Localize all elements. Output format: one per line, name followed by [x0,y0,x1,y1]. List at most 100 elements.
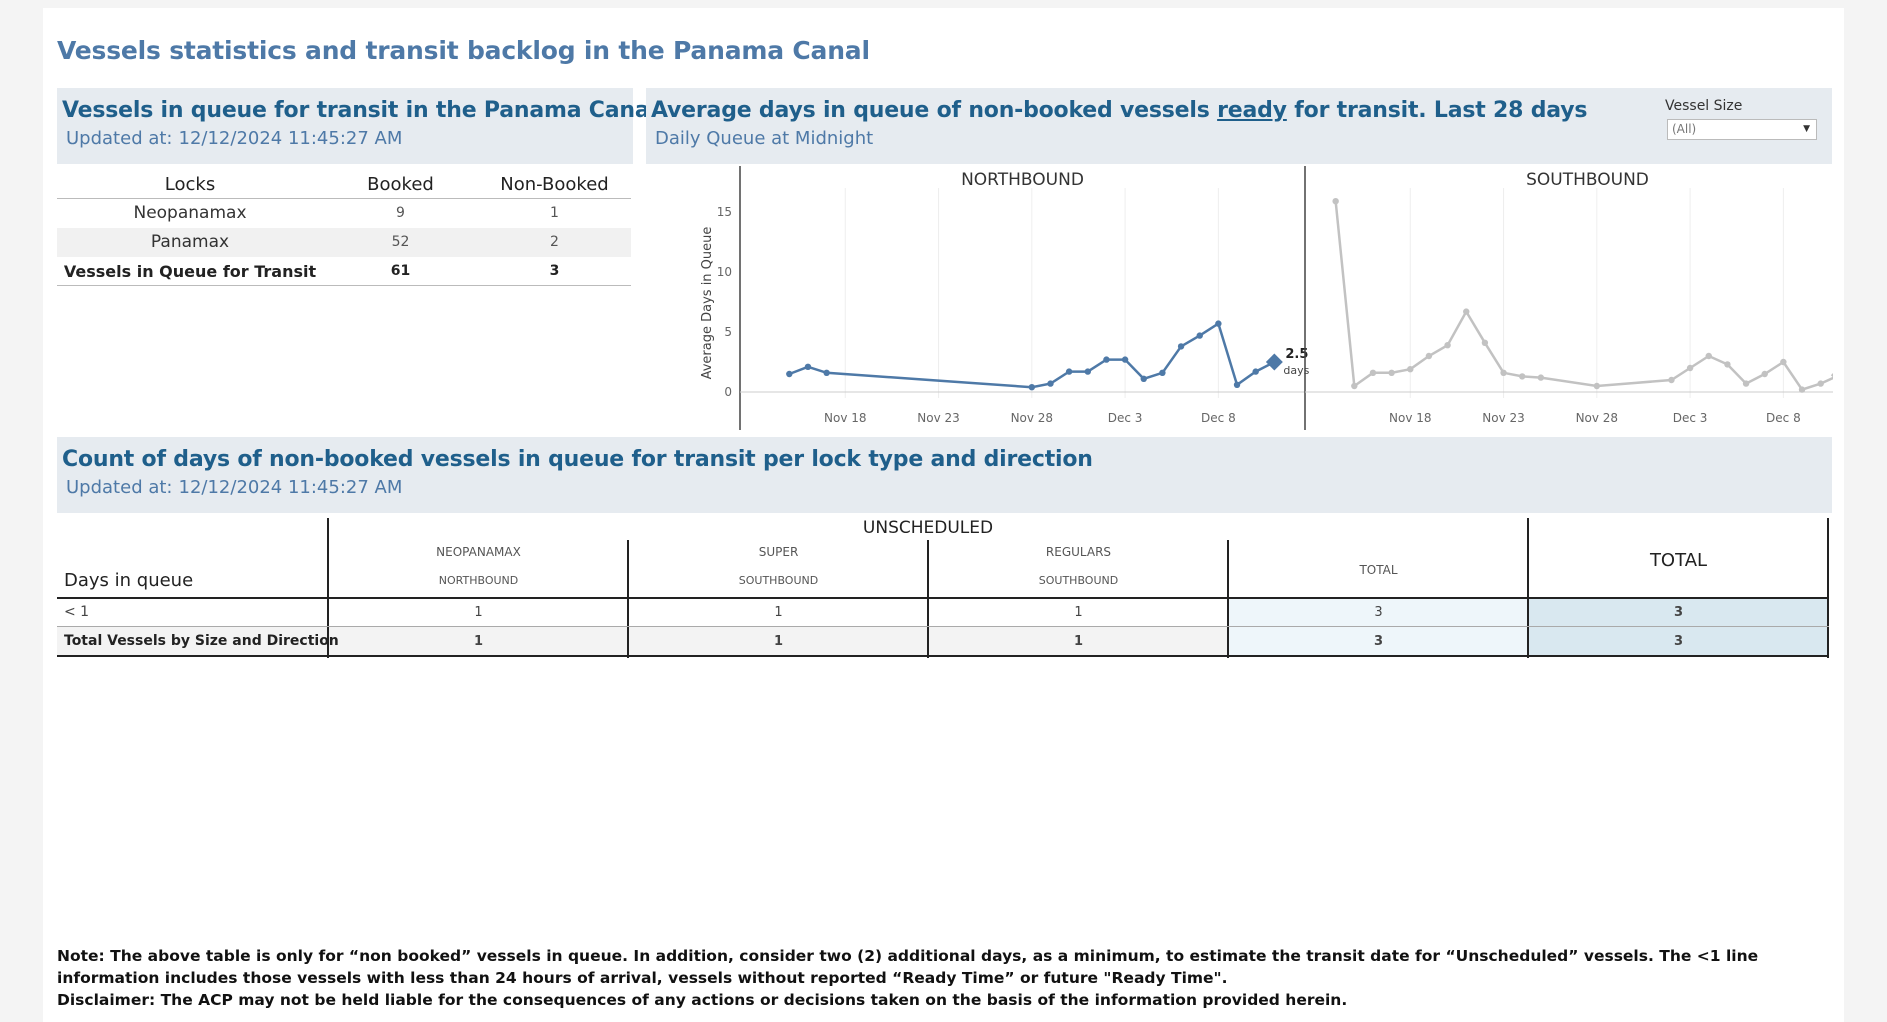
y-tick-label: 15 [717,205,732,219]
cell-value: 1 [473,634,484,649]
row-label: Total Vessels by Size and Direction [64,633,339,649]
updated-value: 12/12/2024 11:45:27 AM [178,128,403,149]
divider [927,540,929,658]
data-point [1407,366,1414,373]
data-point [1196,332,1203,339]
col-size-neopanamax: NEOPANAMAX [436,545,521,559]
y-axis-label: Average Days in Queue [700,227,715,380]
group-header-unscheduled: UNSCHEDULED [862,518,994,538]
col-subtotal: TOTAL [1359,563,1398,577]
col-size-super: SUPER [758,545,799,559]
data-point [1537,374,1545,381]
x-tick-label: Nov 18 [1389,411,1432,425]
data-label-unit: days [1283,364,1309,377]
x-tick-label: Nov 28 [1011,411,1054,425]
data-point [1519,373,1526,380]
pane-title: NORTHBOUND [961,170,1084,190]
col-grand-total: TOTAL [1649,550,1708,571]
title-underlined: ready [1217,98,1287,123]
data-point [1742,380,1750,387]
data-point [1798,386,1806,393]
data-point [1140,375,1147,382]
non-booked-count: 1 [550,205,559,221]
data-point [1215,320,1222,327]
total-row: Vessels in Queue for Transit 61 3 [57,257,631,286]
x-tick-label: Dec 3 [1673,411,1708,425]
total-label: Vessels in Queue for Transit [63,262,317,281]
x-tick-label: Dec 8 [1201,411,1236,425]
x-tick-label: Nov 28 [1576,411,1619,425]
divider [57,655,1829,657]
data-point [1351,382,1358,390]
data-point [1500,369,1507,376]
row-bg [57,627,1228,656]
cell-subtotal: 3 [1374,605,1383,620]
avg-panel-header: Average days in queue of non-booked vess… [646,88,1832,164]
booked-count: 52 [391,234,410,250]
cell-value: 1 [773,634,784,649]
data-point [823,369,830,376]
data-point [1463,308,1470,315]
cell-value: 1 [474,605,483,620]
data-point [1686,364,1694,372]
avg-panel-subtitle: Daily Queue at Midnight [655,128,874,149]
col-direction: SOUTHBOUND [1038,574,1119,587]
data-point [1593,382,1601,390]
data-point [1817,380,1824,387]
page-title: Vessels statistics and transit backlog i… [57,36,870,65]
data-point [1388,369,1395,376]
y-tick-label: 10 [717,265,732,279]
data-point [1425,352,1433,360]
data-point [1265,353,1283,371]
footnote: Note: The above table is only for “non b… [57,945,1832,1011]
x-tick-label: Nov 23 [1482,411,1525,425]
count-panel-title: Count of days of non-booked vessels in q… [62,447,1093,472]
x-tick-label: Dec 8 [1766,411,1801,425]
cell-value: 1 [774,605,783,620]
title-part: Average days in queue of non-booked vess… [651,98,1218,123]
divider [57,626,1829,627]
updated-label: Updated at: [66,477,173,498]
updated-value: 12/12/2024 11:45:27 AM [178,477,403,498]
row-label: < 1 [64,604,90,620]
disclaimer-text: Disclaimer: The ACP may not be held liab… [57,991,1348,1009]
chevron-down-icon: ▼ [1803,124,1810,134]
data-point [1369,369,1377,376]
data-point [1084,368,1091,375]
data-point [1159,369,1166,376]
queue-panel-header: Vessels in queue for transit in the Pana… [57,88,657,164]
table-row: Neopanamax 9 1 [57,199,631,228]
data-point [1705,352,1712,360]
pane-title: SOUTHBOUND [1526,170,1649,190]
data-point [1780,358,1787,366]
col-size-regulars: REGULARS [1045,545,1112,559]
data-point [1668,376,1675,384]
vessel-size-value: (All) [1672,122,1697,136]
cell-value: 1 [1073,634,1084,649]
vessel-size-label: Vessel Size [1665,98,1743,114]
updated-label: Updated at: [66,128,173,149]
x-tick-label: Nov 18 [824,411,867,425]
col-header-locks: Locks [164,174,216,195]
col-direction: SOUTHBOUND [738,574,819,587]
total-booked: 61 [390,263,411,279]
data-point [1233,381,1241,388]
divider [627,540,629,658]
total-column-bg [1528,598,1828,656]
cell-subtotal: 3 [1373,634,1384,649]
data-point [1177,343,1185,350]
data-point [1047,380,1054,387]
cell-total: 3 [1673,605,1684,620]
note-text: Note: The above table is only for “non b… [57,947,1759,987]
data-label: 2.5 [1285,347,1308,362]
queue-panel-title: Vessels in queue for transit in the Pana… [62,98,657,123]
lock-name: Panamax [150,232,230,252]
cell-total: 3 [1673,634,1684,649]
col-header-non-booked: Non-Booked [500,174,609,195]
data-point [1065,368,1073,375]
data-point [1028,384,1036,391]
y-tick-label: 5 [724,325,732,339]
title-part: for transit. Last 28 days [1286,98,1588,123]
col-direction: NORTHBOUND [438,574,519,587]
vessel-size-dropdown[interactable]: (All) ▼ [1667,119,1817,140]
